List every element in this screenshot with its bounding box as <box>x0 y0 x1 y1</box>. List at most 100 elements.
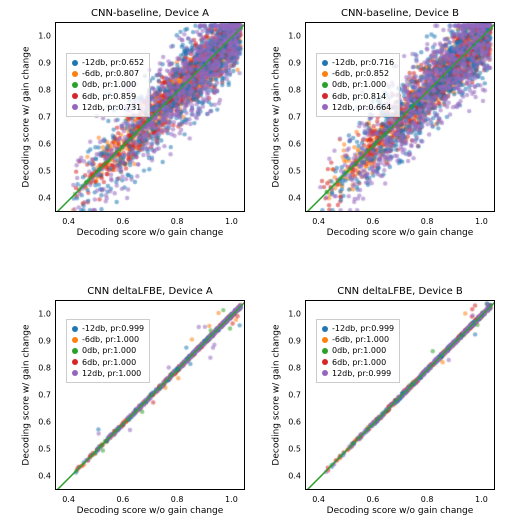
legend-label: 0db, pr:1.000 <box>82 79 136 90</box>
xtick: 0.6 <box>366 217 379 226</box>
legend-swatch <box>322 82 328 88</box>
xtick: 0.4 <box>62 495 75 504</box>
legend-swatch <box>322 71 328 77</box>
legend-swatch <box>72 326 78 332</box>
legend-row: -6db, pr:1.000 <box>322 334 394 345</box>
ytick: 0.8 <box>33 85 51 94</box>
scatter-canvas <box>306 23 495 212</box>
legend-label: 12db, pr:0.731 <box>82 102 141 113</box>
panel-title: CNN deltaLFBE, Device A <box>55 286 245 297</box>
legend-row: 0db, pr:1.000 <box>72 79 144 90</box>
legend-label: 6db, pr:0.859 <box>82 91 136 102</box>
plot-area: -12db, pr:0.999-6db, pr:1.0000db, pr:1.0… <box>305 300 495 490</box>
legend-swatch <box>72 82 78 88</box>
legend-label: 6db, pr:1.000 <box>332 357 386 368</box>
ytick: 0.5 <box>283 445 301 454</box>
legend-swatch <box>72 348 78 354</box>
xtick: 0.8 <box>421 217 434 226</box>
legend-swatch <box>322 370 328 376</box>
legend-label: -12db, pr:0.999 <box>82 323 144 334</box>
xtick: 0.8 <box>171 217 184 226</box>
legend-label: 12db, pr:0.664 <box>332 102 391 113</box>
plot-area: -12db, pr:0.652-6db, pr:0.8070db, pr:1.0… <box>55 22 245 212</box>
xtick: 1.0 <box>475 495 488 504</box>
legend-swatch <box>72 71 78 77</box>
ytick: 0.8 <box>283 363 301 372</box>
legend-row: -6db, pr:0.807 <box>72 68 144 79</box>
xtick: 0.8 <box>171 495 184 504</box>
ytick: 0.4 <box>33 472 51 481</box>
ytick: 0.5 <box>33 445 51 454</box>
ytick: 0.9 <box>283 58 301 67</box>
xlabel: Decoding score w/o gain change <box>305 228 495 238</box>
xtick: 1.0 <box>225 495 238 504</box>
ytick: 0.7 <box>283 391 301 400</box>
ytick: 0.7 <box>33 113 51 122</box>
legend-swatch <box>72 93 78 99</box>
legend-label: -6db, pr:1.000 <box>332 334 389 345</box>
legend-swatch <box>322 104 328 110</box>
ytick: 0.8 <box>33 363 51 372</box>
legend-row: -12db, pr:0.999 <box>72 323 144 334</box>
xtick: 0.4 <box>312 217 325 226</box>
xlabel: Decoding score w/o gain change <box>55 506 245 516</box>
ytick: 1.0 <box>33 31 51 40</box>
ytick: 0.7 <box>283 113 301 122</box>
legend-row: 6db, pr:0.814 <box>322 91 394 102</box>
legend-row: 12db, pr:0.731 <box>72 102 144 113</box>
ytick: 0.4 <box>283 194 301 203</box>
legend-row: 6db, pr:1.000 <box>72 357 144 368</box>
panel-title: CNN-baseline, Device B <box>305 8 495 19</box>
ytick: 0.5 <box>33 167 51 176</box>
legend-row: 6db, pr:0.859 <box>72 91 144 102</box>
xtick: 0.4 <box>312 495 325 504</box>
legend-label: 12db, pr:1.000 <box>82 368 141 379</box>
xlabel: Decoding score w/o gain change <box>55 228 245 238</box>
ytick: 0.4 <box>283 472 301 481</box>
ytick: 1.0 <box>283 309 301 318</box>
ylabel: Decoding score w/ gain change <box>271 300 283 490</box>
panel-title: CNN deltaLFBE, Device B <box>305 286 495 297</box>
ytick: 1.0 <box>283 31 301 40</box>
ylabel: Decoding score w/ gain change <box>21 300 33 490</box>
legend-label: 6db, pr:1.000 <box>82 357 136 368</box>
legend-label: -6db, pr:0.852 <box>332 68 389 79</box>
legend-swatch <box>322 326 328 332</box>
legend-row: 12db, pr:0.999 <box>322 368 394 379</box>
legend-label: -6db, pr:1.000 <box>82 334 139 345</box>
legend-row: -6db, pr:0.852 <box>322 68 394 79</box>
legend-row: 12db, pr:1.000 <box>72 368 144 379</box>
plot-area: -12db, pr:0.716-6db, pr:0.8520db, pr:1.0… <box>305 22 495 212</box>
legend-row: 12db, pr:0.664 <box>322 102 394 113</box>
legend-swatch <box>322 348 328 354</box>
figure-root: CNN-baseline, Device A-12db, pr:0.652-6d… <box>0 0 522 526</box>
legend-label: 0db, pr:1.000 <box>332 79 386 90</box>
ytick: 0.9 <box>283 336 301 345</box>
xtick: 0.6 <box>366 495 379 504</box>
ytick: 1.0 <box>33 309 51 318</box>
xlabel: Decoding score w/o gain change <box>305 506 495 516</box>
legend: -12db, pr:0.999-6db, pr:1.0000db, pr:1.0… <box>66 319 150 383</box>
ylabel: Decoding score w/ gain change <box>21 22 33 212</box>
ytick: 0.6 <box>283 418 301 427</box>
scatter-canvas <box>56 23 245 212</box>
xtick: 0.6 <box>116 217 129 226</box>
xtick: 0.6 <box>116 495 129 504</box>
ytick: 0.5 <box>283 167 301 176</box>
ytick: 0.6 <box>33 140 51 149</box>
legend-swatch <box>72 337 78 343</box>
xtick: 1.0 <box>225 217 238 226</box>
legend-row: 0db, pr:1.000 <box>322 345 394 356</box>
legend-label: -6db, pr:0.807 <box>82 68 139 79</box>
legend-swatch <box>72 60 78 66</box>
panel-br: CNN deltaLFBE, Device B-12db, pr:0.999-6… <box>305 300 495 490</box>
legend-row: -12db, pr:0.999 <box>322 323 394 334</box>
legend-label: 0db, pr:1.000 <box>82 345 136 356</box>
legend-label: 6db, pr:0.814 <box>332 91 386 102</box>
legend-label: 0db, pr:1.000 <box>332 345 386 356</box>
legend-swatch <box>322 60 328 66</box>
plot-area: -12db, pr:0.999-6db, pr:1.0000db, pr:1.0… <box>55 300 245 490</box>
legend-swatch <box>322 359 328 365</box>
legend-label: 12db, pr:0.999 <box>332 368 391 379</box>
legend-row: -12db, pr:0.652 <box>72 57 144 68</box>
